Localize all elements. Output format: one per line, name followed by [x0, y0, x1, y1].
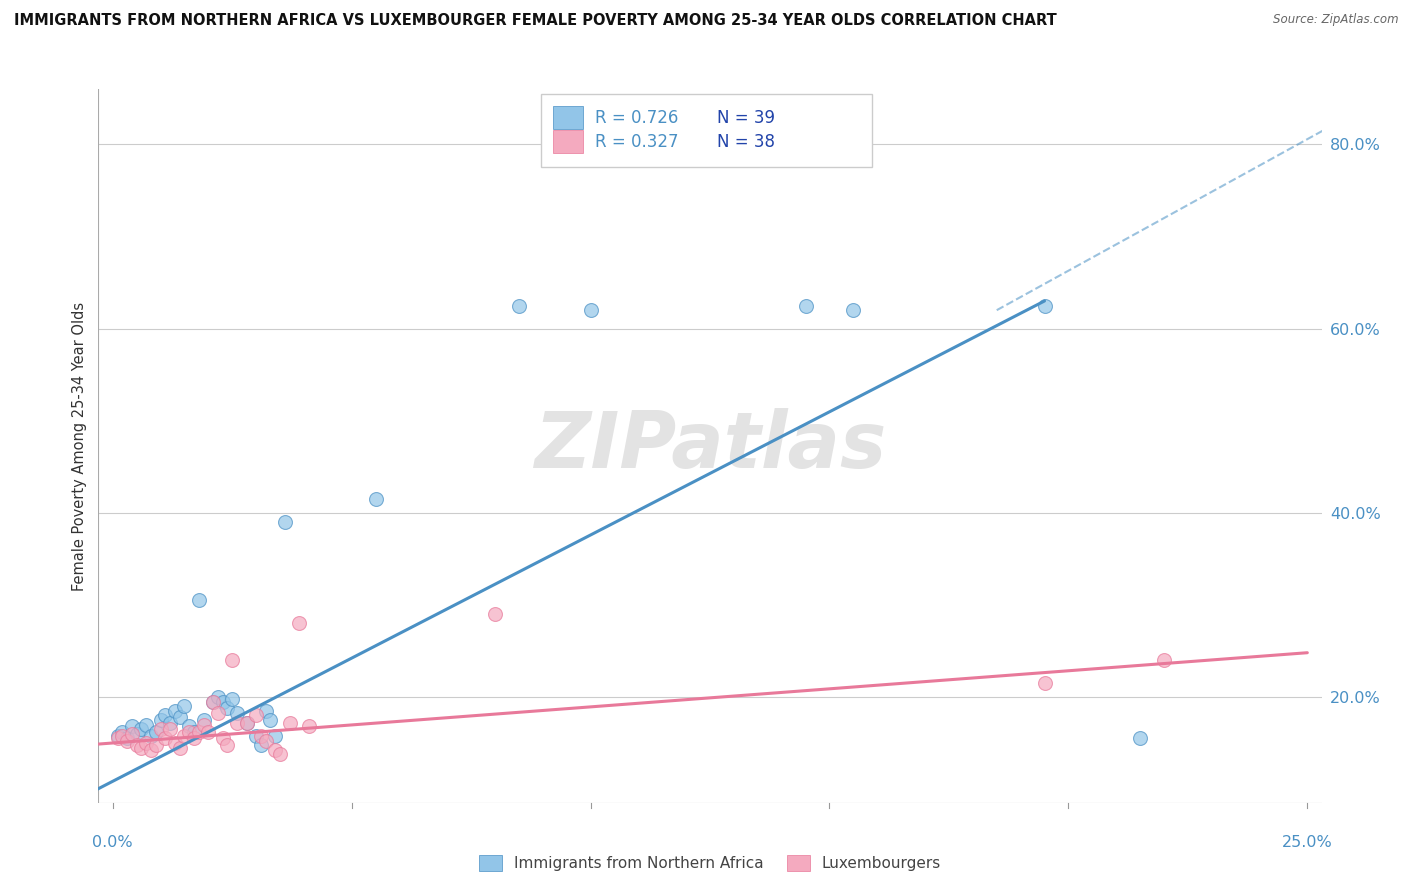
Point: [508, 299, 530, 313]
Point: [139, 729, 162, 743]
Point: [183, 725, 205, 739]
Point: [169, 740, 191, 755]
Point: [264, 729, 287, 743]
Point: [139, 743, 162, 757]
Point: [288, 616, 311, 631]
Point: [187, 593, 209, 607]
Point: [264, 743, 287, 757]
Point: [163, 736, 186, 750]
Text: N = 38: N = 38: [717, 133, 775, 151]
Point: [226, 706, 249, 721]
Point: [121, 727, 143, 741]
Text: R = 0.327: R = 0.327: [595, 133, 678, 151]
Point: [250, 738, 273, 752]
Point: [125, 727, 148, 741]
Point: [1033, 676, 1056, 690]
Text: 25.0%: 25.0%: [1282, 835, 1333, 850]
Point: [254, 704, 277, 718]
Text: ZIPatlas: ZIPatlas: [534, 408, 886, 484]
Point: [173, 729, 195, 743]
Point: [193, 713, 215, 727]
Point: [278, 715, 301, 730]
Point: [202, 694, 225, 708]
Point: [250, 729, 273, 743]
Point: [484, 607, 506, 621]
Point: [169, 710, 191, 724]
Text: IMMIGRANTS FROM NORTHERN AFRICA VS LUXEMBOURGER FEMALE POVERTY AMONG 25-34 YEAR : IMMIGRANTS FROM NORTHERN AFRICA VS LUXEM…: [14, 13, 1057, 29]
Point: [131, 722, 153, 736]
Text: 0.0%: 0.0%: [93, 835, 134, 850]
Point: [245, 729, 267, 743]
Point: [1033, 299, 1056, 313]
Point: [149, 713, 172, 727]
Point: [217, 701, 239, 715]
Point: [364, 491, 387, 506]
Point: [259, 713, 281, 727]
Point: [135, 717, 157, 731]
Point: [842, 303, 865, 318]
Legend: Immigrants from Northern Africa, Luxembourgers: Immigrants from Northern Africa, Luxembo…: [472, 849, 948, 877]
Point: [217, 738, 239, 752]
Point: [226, 715, 249, 730]
Point: [155, 708, 177, 723]
Point: [107, 729, 129, 743]
Point: [207, 690, 229, 704]
Point: [159, 722, 181, 736]
Point: [794, 299, 817, 313]
Y-axis label: Female Poverty Among 25-34 Year Olds: Female Poverty Among 25-34 Year Olds: [72, 301, 87, 591]
Point: [298, 719, 321, 733]
Point: [115, 734, 138, 748]
Point: [211, 731, 233, 746]
Point: [579, 303, 602, 318]
Point: [269, 747, 291, 761]
Point: [235, 715, 257, 730]
Text: N = 39: N = 39: [717, 109, 775, 127]
Point: [135, 736, 157, 750]
Point: [111, 729, 134, 743]
Point: [245, 708, 267, 723]
Point: [207, 706, 229, 721]
Point: [115, 731, 138, 746]
Point: [145, 738, 167, 752]
Point: [187, 725, 209, 739]
Point: [131, 740, 153, 755]
Point: [221, 691, 243, 706]
Point: [107, 731, 129, 746]
Point: [193, 717, 215, 731]
Point: [121, 719, 143, 733]
Point: [1129, 731, 1152, 746]
Point: [221, 653, 243, 667]
Point: [159, 715, 181, 730]
Point: [125, 738, 148, 752]
Point: [254, 734, 277, 748]
Point: [173, 699, 195, 714]
Text: R = 0.726: R = 0.726: [595, 109, 678, 127]
Point: [197, 725, 219, 739]
Point: [235, 715, 257, 730]
Point: [111, 725, 134, 739]
Point: [145, 725, 167, 739]
Point: [179, 725, 201, 739]
Point: [202, 694, 225, 708]
Point: [183, 731, 205, 746]
Text: Source: ZipAtlas.com: Source: ZipAtlas.com: [1274, 13, 1399, 27]
Point: [155, 731, 177, 746]
Point: [179, 719, 201, 733]
Point: [163, 704, 186, 718]
Point: [211, 694, 233, 708]
Point: [274, 515, 297, 529]
Point: [1153, 653, 1175, 667]
Point: [149, 722, 172, 736]
